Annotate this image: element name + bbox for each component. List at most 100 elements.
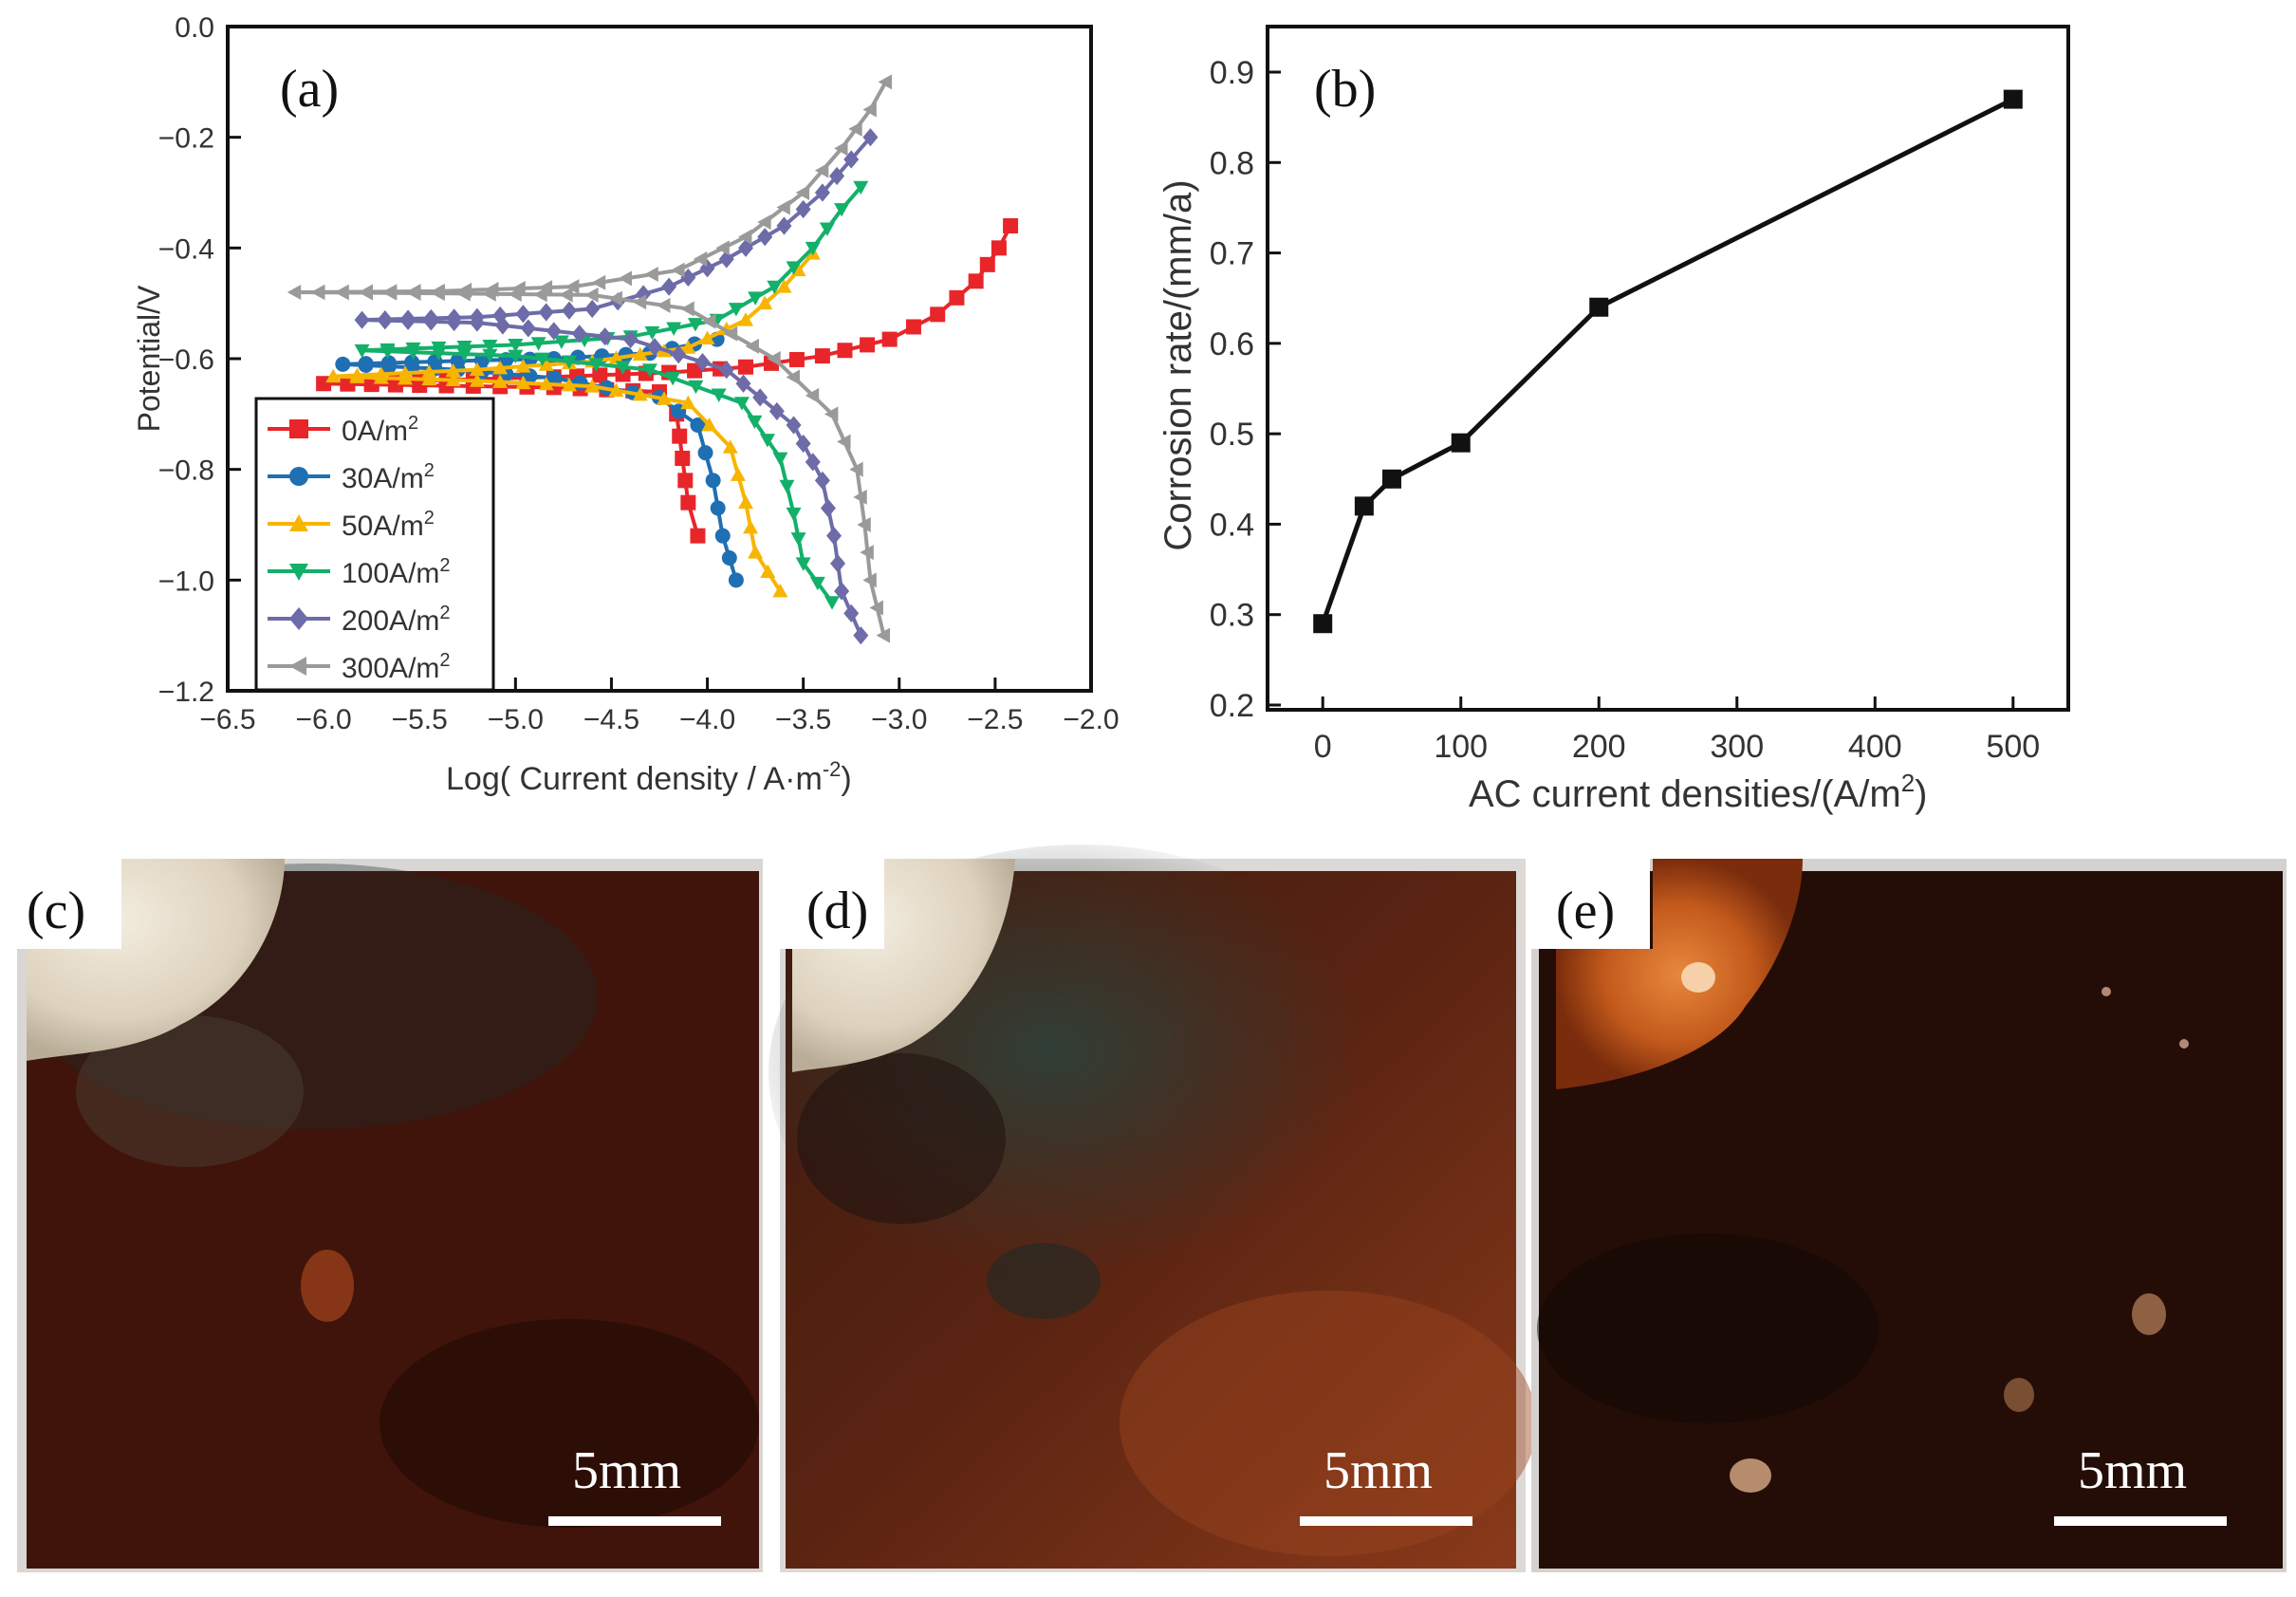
series-0 bbox=[316, 218, 1019, 544]
data-point bbox=[456, 347, 472, 362]
data-point bbox=[805, 453, 821, 472]
data-point bbox=[615, 361, 631, 375]
chart-a-xlabel-sup: -2 bbox=[823, 757, 842, 781]
data-point bbox=[492, 360, 509, 375]
data-point bbox=[632, 294, 647, 310]
data-point bbox=[757, 214, 771, 231]
data-point bbox=[728, 572, 744, 588]
data-point bbox=[445, 372, 461, 386]
data-point bbox=[862, 572, 877, 588]
data-point bbox=[377, 309, 393, 329]
y-tick-label: −0.2 bbox=[158, 123, 214, 155]
data-point bbox=[878, 74, 893, 90]
data-point bbox=[699, 330, 715, 345]
data-point bbox=[705, 473, 721, 489]
data-point bbox=[843, 604, 860, 622]
data-point bbox=[335, 284, 349, 300]
data-point bbox=[608, 382, 624, 397]
data-point bbox=[730, 467, 746, 481]
legend-label: 100A/m2 bbox=[342, 555, 451, 589]
data-point bbox=[672, 428, 688, 444]
chart-a-ticks: −6.5 −6.0 −5.5 −5.0 −4.5 −4.0 −3.5 −3.0 −2.5 −2.0… bbox=[158, 12, 1120, 735]
legend-item: 300A/m2 bbox=[268, 650, 451, 684]
data-point bbox=[853, 180, 869, 195]
data-point bbox=[829, 166, 845, 186]
data-point bbox=[1451, 433, 1471, 453]
data-point bbox=[688, 380, 704, 395]
data-point bbox=[805, 387, 820, 403]
scale-bar-label-e: 5mm bbox=[2078, 1441, 2187, 1500]
data-point bbox=[591, 274, 606, 290]
chart-b-frame bbox=[1266, 25, 2070, 712]
data-point bbox=[561, 301, 577, 320]
data-point bbox=[788, 351, 805, 367]
data-point bbox=[680, 494, 696, 511]
x-tick-label: −4.0 bbox=[679, 704, 735, 735]
x-tick-label: −6.5 bbox=[199, 704, 255, 735]
data-point bbox=[748, 291, 764, 306]
data-point bbox=[680, 268, 696, 288]
data-point bbox=[869, 600, 883, 616]
data-point bbox=[814, 183, 830, 202]
data-point bbox=[747, 415, 763, 430]
data-point bbox=[485, 281, 499, 297]
data-point bbox=[665, 372, 681, 386]
y-tick-label: 0.3 bbox=[1210, 598, 1254, 634]
chart-b-xlabel-main: AC current densities/(A/m bbox=[1469, 773, 1901, 815]
chart-b-ticks: 0 100 200 300 400 500 0.2 0.3 0.4 0.5 0.6 0.7 0.8 0.9 bbox=[1210, 55, 2040, 765]
data-point bbox=[533, 287, 547, 303]
chart-a-xlabel: Log( Current density / A·m-2) bbox=[446, 757, 852, 797]
data-point bbox=[515, 305, 531, 324]
chart-b-series bbox=[1313, 89, 2023, 634]
data-point bbox=[398, 365, 414, 380]
legend-box bbox=[254, 397, 495, 692]
data-point bbox=[757, 295, 773, 310]
data-point bbox=[677, 473, 694, 489]
data-point bbox=[687, 318, 703, 332]
data-point bbox=[646, 338, 662, 357]
data-point bbox=[738, 229, 752, 245]
data-point bbox=[826, 527, 842, 546]
x-tick-label: 200 bbox=[1572, 729, 1626, 765]
data-point bbox=[469, 362, 485, 377]
corrosion-rate-chart: 0 100 200 300 400 500 0.2 0.3 0.4 0.5 0.6 0.7 0.8 0.9… bbox=[1157, 25, 2070, 815]
data-point bbox=[715, 240, 730, 256]
data-point bbox=[405, 342, 421, 357]
legend-marker bbox=[289, 419, 308, 438]
chart-b-xlabel-end: ) bbox=[1915, 773, 1927, 815]
legend-marker bbox=[289, 607, 308, 630]
data-point bbox=[675, 451, 691, 466]
legend-label: 0A/m2 bbox=[342, 413, 418, 447]
data-point bbox=[743, 519, 759, 534]
data-point bbox=[768, 401, 785, 421]
data-point bbox=[837, 343, 853, 359]
data-point bbox=[508, 349, 524, 364]
data-point bbox=[538, 357, 554, 371]
y-tick-label: 0.2 bbox=[1210, 688, 1254, 724]
data-point bbox=[848, 121, 862, 137]
panel-label-a: (a) bbox=[280, 60, 339, 119]
data-point bbox=[492, 374, 509, 388]
data-point bbox=[584, 299, 601, 319]
data-point bbox=[853, 489, 867, 505]
data-point bbox=[450, 353, 466, 369]
data-point bbox=[767, 351, 781, 366]
y-tick-label: 0.7 bbox=[1210, 236, 1254, 272]
data-point bbox=[721, 550, 737, 566]
data-point bbox=[546, 370, 562, 386]
data-point bbox=[694, 353, 711, 372]
data-point bbox=[814, 162, 829, 178]
data-point bbox=[830, 554, 846, 573]
series-0 bbox=[1313, 89, 2023, 634]
data-point bbox=[325, 368, 342, 383]
data-point bbox=[862, 102, 877, 118]
data-point bbox=[814, 471, 830, 490]
data-point bbox=[520, 319, 536, 338]
x-tick-label: −4.5 bbox=[583, 704, 639, 735]
scale-bar-d bbox=[1300, 1516, 1472, 1526]
scale-bar-c bbox=[548, 1516, 721, 1526]
data-point bbox=[571, 325, 587, 344]
data-point bbox=[710, 500, 726, 516]
data-point bbox=[1589, 297, 1609, 317]
x-tick-label: −2.0 bbox=[1063, 704, 1119, 735]
